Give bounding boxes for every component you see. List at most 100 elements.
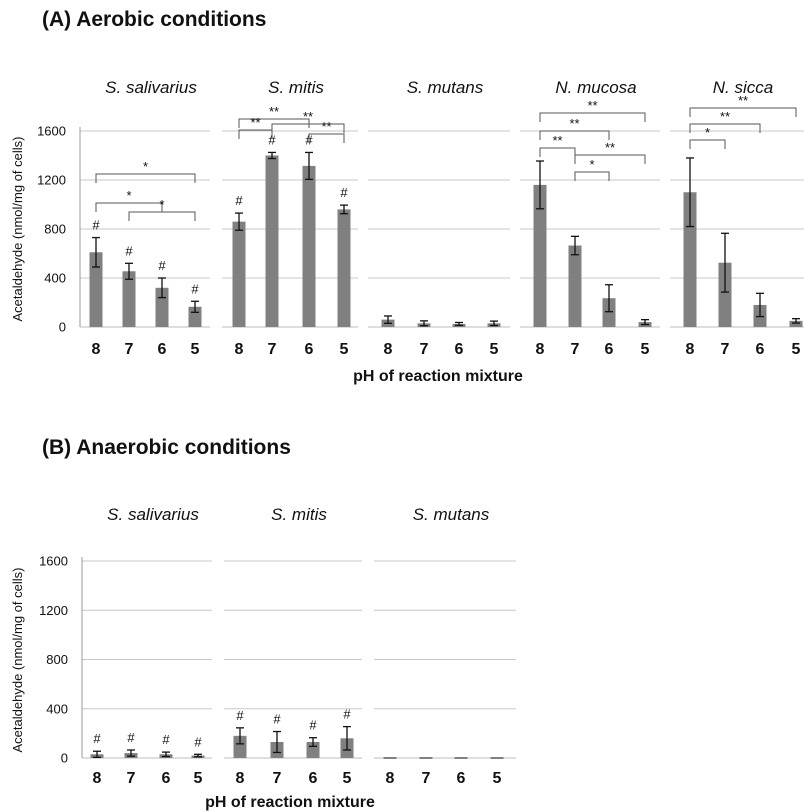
- significance-mark: #: [235, 193, 243, 208]
- y-tick-label: 400: [44, 271, 66, 286]
- x-tick-label: 6: [756, 341, 765, 358]
- significance-bracket: [308, 133, 345, 143]
- y-tick-label: 1200: [37, 173, 66, 188]
- significance-mark: #: [127, 730, 135, 745]
- significance-bracket-label: *: [143, 159, 148, 174]
- bar: [337, 209, 351, 327]
- x-tick-label: 5: [641, 341, 650, 358]
- x-axis-label: pH of reaction mixture: [205, 794, 375, 811]
- significance-bracket: [95, 202, 163, 212]
- significance-mark: #: [268, 132, 276, 147]
- x-tick-label: 7: [125, 341, 134, 358]
- significance-bracket: [128, 211, 196, 221]
- x-tick-label: 8: [536, 341, 545, 358]
- y-tick-label: 1600: [39, 554, 68, 569]
- x-tick-label: 8: [93, 770, 102, 787]
- significance-mark: #: [273, 712, 281, 727]
- bar: [602, 298, 616, 327]
- bar: [265, 155, 279, 327]
- significance-bracket-label: **: [587, 98, 597, 113]
- bar: [302, 165, 316, 327]
- significance-bracket: [539, 130, 610, 140]
- bar: [718, 262, 732, 327]
- panel-b-title: (B) Anaerobic conditions: [42, 436, 291, 459]
- x-tick-label: 5: [343, 770, 352, 787]
- significance-mark: #: [125, 243, 133, 258]
- significance-bracket-label: **: [250, 115, 260, 130]
- x-tick-label: 6: [457, 770, 466, 787]
- significance-bracket-label: **: [569, 116, 579, 131]
- significance-bracket: [574, 171, 610, 181]
- bar: [233, 735, 247, 758]
- x-tick-label: 7: [571, 341, 580, 358]
- y-tick-label: 1600: [37, 124, 66, 139]
- panel-species-name: S. salivarius: [107, 505, 199, 524]
- x-tick-label: 5: [340, 341, 349, 358]
- x-tick-label: 6: [455, 341, 464, 358]
- x-tick-label: 8: [384, 341, 393, 358]
- x-tick-label: 7: [273, 770, 282, 787]
- significance-bracket: [689, 139, 726, 149]
- x-tick-label: 8: [386, 770, 395, 787]
- x-tick-label: 6: [162, 770, 171, 787]
- significance-mark: #: [309, 718, 317, 733]
- bar: [568, 245, 582, 327]
- y-tick-label: 0: [59, 320, 66, 335]
- bar: [232, 221, 246, 327]
- significance-bracket-label: *: [589, 157, 594, 172]
- bar: [789, 320, 803, 327]
- panel-species-name: S. mutans: [407, 78, 484, 97]
- x-tick-label: 6: [605, 341, 614, 358]
- x-tick-label: 8: [92, 341, 101, 358]
- x-tick-label: 8: [686, 341, 695, 358]
- panel-species-name: N. mucosa: [555, 78, 636, 97]
- significance-bracket: [271, 123, 345, 133]
- bar: [533, 184, 547, 327]
- x-tick-label: 7: [721, 341, 730, 358]
- significance-bracket: [689, 123, 761, 133]
- significance-bracket: [574, 154, 646, 164]
- panel-species-name: S. salivarius: [105, 78, 197, 97]
- x-tick-label: 7: [268, 341, 277, 358]
- x-tick-label: 5: [493, 770, 502, 787]
- y-tick-label: 0: [61, 751, 68, 766]
- significance-bracket-label: *: [705, 125, 710, 140]
- x-tick-label: 7: [422, 770, 431, 787]
- significance-mark: #: [93, 731, 101, 746]
- significance-bracket: [95, 173, 196, 183]
- significance-bracket-label: **: [738, 93, 748, 108]
- significance-bracket-label: **: [303, 109, 313, 124]
- significance-bracket-label: *: [126, 188, 131, 203]
- x-tick-label: 6: [309, 770, 318, 787]
- x-tick-label: 5: [490, 341, 499, 358]
- significance-bracket-label: **: [720, 109, 730, 124]
- x-tick-label: 6: [158, 341, 167, 358]
- significance-mark: #: [340, 185, 348, 200]
- x-tick-label: 5: [792, 341, 801, 358]
- panel-a-title: (A) Aerobic conditions: [42, 8, 267, 31]
- panel-species-name: S. mitis: [268, 78, 324, 97]
- significance-bracket-label: **: [269, 104, 279, 119]
- x-tick-label: 6: [305, 341, 314, 358]
- y-tick-label: 800: [44, 222, 66, 237]
- significance-mark: #: [162, 732, 170, 747]
- x-tick-label: 5: [191, 341, 200, 358]
- panel-species-name: S. mutans: [413, 505, 490, 524]
- significance-bracket-label: **: [605, 140, 615, 155]
- significance-bracket-label: **: [552, 133, 562, 148]
- bar: [89, 252, 103, 327]
- y-tick-label: 1200: [39, 603, 68, 618]
- significance-mark: #: [194, 734, 202, 749]
- significance-mark: #: [236, 708, 244, 723]
- significance-bracket: [238, 129, 273, 139]
- x-axis-label: pH of reaction mixture: [353, 368, 523, 385]
- y-axis-label: Acetaldehyde (nmol/mg of cells): [10, 568, 25, 753]
- significance-mark: #: [191, 281, 199, 296]
- significance-bracket: [539, 112, 646, 122]
- x-tick-label: 5: [194, 770, 203, 787]
- significance-bracket-label: **: [321, 119, 331, 134]
- significance-bracket-label: *: [159, 197, 164, 212]
- x-tick-label: 8: [235, 341, 244, 358]
- y-axis-label: Acetaldehyde (nmol/mg of cells): [10, 137, 25, 322]
